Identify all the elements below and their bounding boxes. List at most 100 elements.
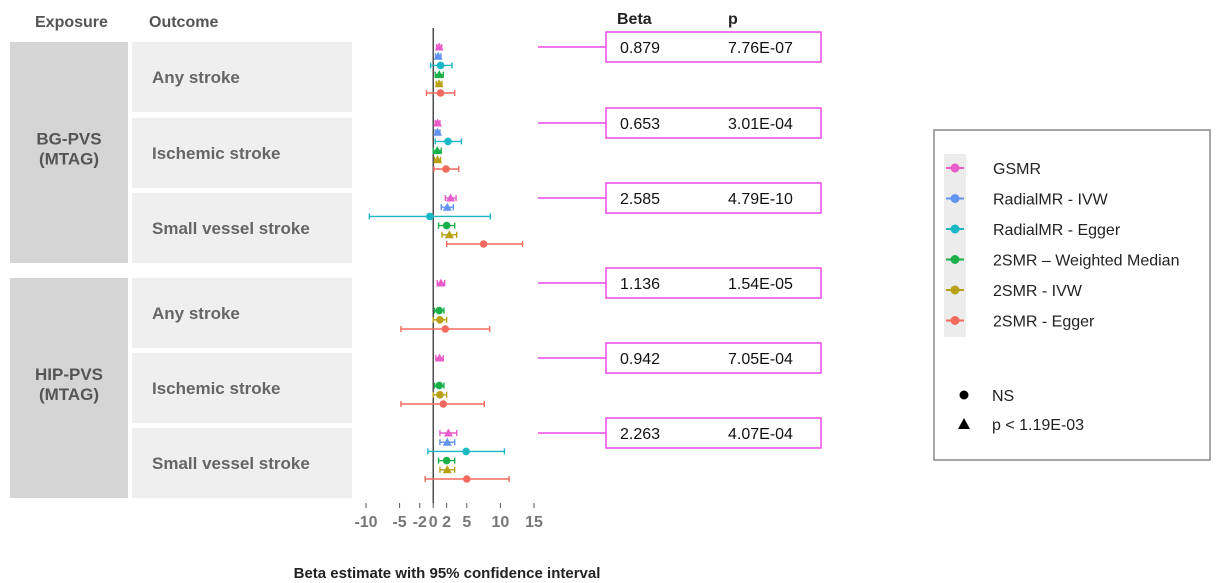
legend-label: 2SMR - IVW	[993, 283, 1083, 300]
beta-value: 2.585	[620, 191, 660, 208]
legend-shape	[959, 390, 969, 400]
exposure-block	[10, 278, 128, 498]
estimate-point	[442, 437, 452, 446]
legend-label: 2SMR - Egger	[993, 314, 1095, 331]
plot-area: -10 -5 -2 0 2 5 10 15 Beta estimate with 95% con…	[294, 28, 601, 582]
x-tick-label: 0	[429, 514, 438, 531]
outcome-label: Small vessel stroke	[152, 219, 310, 238]
x-tick-label: -2	[413, 514, 427, 531]
header-p: p	[728, 11, 738, 28]
callout-box	[605, 417, 822, 449]
estimate-point	[442, 465, 452, 474]
estimate-point	[444, 230, 454, 239]
legend-shape	[958, 418, 970, 429]
exposure-label: (MTAG)	[39, 150, 99, 169]
legend-marker	[950, 194, 960, 203]
estimate-point	[436, 61, 445, 70]
x-tick-label: -5	[392, 514, 406, 531]
estimate-point	[442, 456, 451, 465]
legend-box	[933, 129, 1211, 461]
outcome-row	[132, 428, 352, 498]
exposure-label: HIP-PVS	[35, 365, 103, 384]
p-value: 1.54E-05	[728, 276, 793, 293]
legend-shape-label: p < 1.19E-03	[992, 417, 1084, 434]
estimate-point	[479, 240, 488, 248]
legend-label: GSMR	[993, 161, 1041, 178]
estimate-point	[436, 316, 444, 324]
outcome-label: Any stroke	[152, 68, 240, 87]
estimate-point	[434, 70, 444, 79]
estimate-point	[434, 42, 444, 51]
beta-value: 0.879	[620, 40, 660, 57]
beta-value: 2.263	[620, 426, 660, 443]
estimate-point	[442, 221, 451, 230]
estimate-point	[433, 118, 443, 127]
x-tick-label: -10	[354, 514, 377, 531]
estimate-point	[462, 447, 470, 456]
estimate-point	[433, 51, 443, 60]
estimate-point	[433, 127, 443, 136]
legend: GSMR RadialMR - IVW RadialMR - Egger 2SMR –…	[933, 129, 1211, 461]
legend-marker	[950, 163, 960, 173]
estimate-point	[446, 193, 456, 202]
estimate-point	[433, 155, 443, 164]
estimate-point	[435, 306, 444, 315]
legend-marker	[950, 224, 960, 234]
estimate-point	[443, 428, 453, 437]
callout-box	[605, 107, 822, 139]
outcome-row	[132, 278, 352, 348]
estimate-point	[439, 400, 448, 408]
beta-value: 0.653	[620, 116, 660, 133]
outcome-label: Ischemic stroke	[152, 144, 281, 163]
outcome-label: Ischemic stroke	[152, 379, 281, 398]
outcome-label: Any stroke	[152, 304, 240, 323]
header-exposure: Exposure	[35, 14, 108, 31]
x-tick-label: 15	[525, 514, 543, 531]
legend-key-background	[944, 154, 966, 337]
estimate-point	[436, 278, 446, 287]
p-value: 4.79E-10	[728, 191, 793, 208]
estimate-point	[432, 146, 442, 155]
estimate-point	[463, 475, 471, 483]
x-axis-label: Beta estimate with 95% confidence interv…	[294, 565, 601, 582]
p-value: 3.01E-04	[728, 116, 793, 133]
legend-marker	[950, 285, 960, 295]
x-tick-label: 5	[462, 514, 471, 531]
legend-shape-label: NS	[992, 388, 1014, 405]
callout-box	[605, 182, 822, 214]
exposure-label: BG-PVS	[36, 130, 101, 149]
outcome-label: Small vessel stroke	[152, 454, 310, 473]
header-beta: Beta	[617, 11, 652, 28]
callout-box	[605, 267, 822, 299]
callout-box	[605, 342, 822, 374]
estimate-point	[442, 165, 450, 173]
beta-value: 0.942	[620, 351, 660, 368]
beta-value: 1.136	[620, 276, 660, 293]
p-value: 7.76E-07	[728, 40, 793, 57]
p-value: 7.05E-04	[728, 351, 793, 368]
x-tick-label: 10	[492, 514, 510, 531]
legend-label: RadialMR - IVW	[993, 192, 1109, 209]
x-tick-label: 2	[442, 514, 451, 531]
label-table: Exposure Outcome Beta pBG-PVS(MTAG)HIP-PVS(…	[10, 11, 738, 498]
outcome-row	[132, 193, 352, 263]
legend-label: 2SMR – Weighted Median	[993, 253, 1179, 270]
legend-marker	[950, 255, 960, 264]
callout-box	[605, 31, 822, 63]
estimate-point	[436, 89, 445, 97]
estimate-point	[434, 79, 444, 88]
estimate-point	[426, 212, 434, 221]
p-value: 4.07E-04	[728, 426, 793, 443]
estimate-point	[444, 137, 452, 146]
exposure-block	[10, 42, 128, 263]
beta-p-callouts: 0.879 7.76E-07 0.653 3.01E-04 2.585 4.79E-10 1…	[538, 31, 822, 449]
outcome-row	[132, 42, 352, 112]
estimate-point	[442, 202, 452, 211]
legend-marker	[950, 316, 960, 325]
estimate-point	[435, 353, 445, 362]
outcome-row	[132, 353, 352, 423]
exposure-label: (MTAG)	[39, 385, 99, 404]
outcome-row	[132, 118, 352, 188]
legend-label: RadialMR - Egger	[993, 222, 1121, 239]
